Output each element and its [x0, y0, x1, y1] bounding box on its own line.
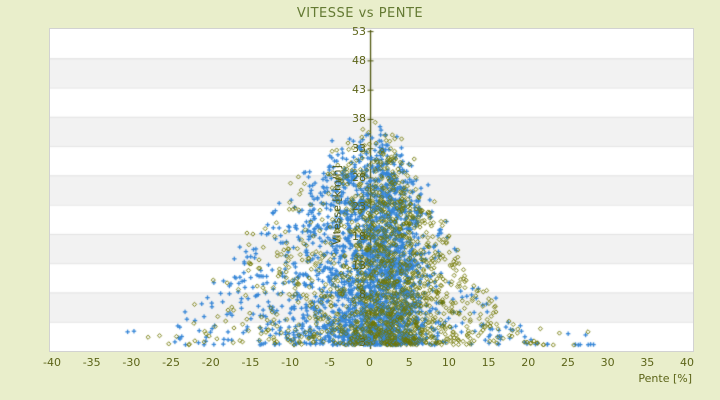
chart-title: VITESSE vs PENTE [296, 6, 424, 21]
x-axis-tick-label: -20 [201, 356, 220, 369]
x-axis-tick-label: 10 [441, 356, 456, 369]
x-axis-tick-label: 0 [366, 356, 373, 369]
x-axis-title: Pente [%] [638, 372, 692, 385]
y-axis-tick-label: 53 [352, 24, 366, 38]
x-axis-tick-label: -5 [324, 356, 336, 369]
y-axis-tick-label: 38 [352, 112, 366, 126]
y-axis-tick-label: 13 [352, 258, 366, 272]
y-axis-tick-label: 33 [352, 141, 366, 155]
x-axis-tick-label: 15 [481, 356, 496, 369]
x-axis-tick-label: -30 [122, 356, 141, 369]
x-axis-tick-label: -25 [162, 356, 181, 369]
y-axis-tick-label: 18 [352, 229, 366, 243]
x-axis-tick-label: 25 [560, 356, 575, 369]
y-axis-tick-label: 28 [352, 170, 366, 184]
plot-area [49, 28, 694, 352]
x-axis-tick-label: 35 [640, 356, 655, 369]
y-axis-tick-label: 23 [352, 200, 366, 214]
x-axis-tick-label: -40 [43, 356, 61, 369]
y-axis-title: Vitesse [km/h] [330, 165, 344, 245]
x-axis-tick-label: 30 [600, 356, 615, 369]
y-axis-tick-label: 3 [359, 336, 366, 349]
y-axis-tick-label: 48 [352, 53, 366, 67]
x-axis-tick-label: 40 [680, 356, 694, 369]
x-axis-tick-label: 20 [521, 356, 536, 369]
x-axis-tick-label: 5 [405, 356, 413, 369]
x-axis-tick-label: -15 [241, 356, 260, 369]
y-axis-tick-label: 8 [359, 288, 366, 302]
y-axis-tick-label: 43 [352, 83, 366, 97]
x-axis-tick-label: -35 [82, 356, 101, 369]
x-axis-tick-label: -10 [281, 356, 300, 369]
scatter-plot-canvas [50, 29, 693, 351]
